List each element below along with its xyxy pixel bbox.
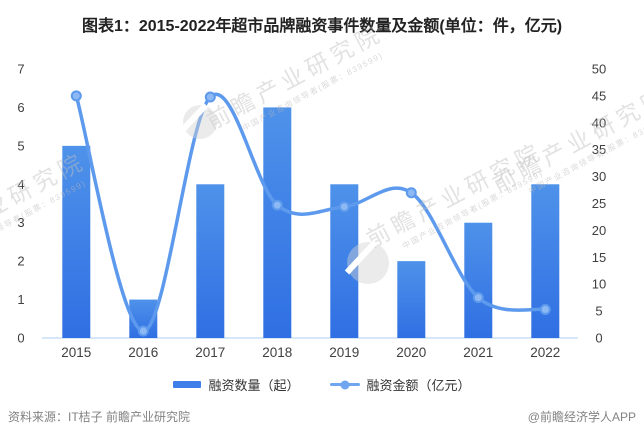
marker-2016[interactable] bbox=[137, 325, 149, 337]
right-axis-tick: 35 bbox=[592, 142, 606, 157]
x-axis-label-2019: 2019 bbox=[329, 345, 359, 360]
bar-2021[interactable] bbox=[464, 222, 493, 338]
line-dot-icon bbox=[340, 380, 349, 389]
bar-2020[interactable] bbox=[397, 261, 426, 338]
x-axis-label-2017: 2017 bbox=[195, 345, 225, 360]
x-axis-label-2015: 2015 bbox=[61, 345, 91, 360]
right-axis-tick: 25 bbox=[592, 196, 606, 211]
marker-2018[interactable] bbox=[271, 199, 283, 211]
left-axis-tick: 3 bbox=[17, 215, 24, 230]
legend-item-line[interactable]: 融资金额（亿元） bbox=[329, 375, 471, 394]
left-axis-tick: 0 bbox=[17, 331, 24, 346]
footer: 资料来源：IT桔子 前瞻产业研究院 @前瞻经济学人APP bbox=[0, 408, 644, 425]
svg-text:前瞻产业研究院: 前瞻产业研究院 bbox=[362, 137, 547, 252]
right-axis-tick: 30 bbox=[592, 169, 606, 184]
marker-2020[interactable] bbox=[405, 187, 417, 199]
bar-2015[interactable] bbox=[62, 145, 91, 338]
left-axis-tick: 4 bbox=[17, 177, 24, 192]
svg-text:前瞻产业研究院: 前瞻产业研究院 bbox=[202, 19, 387, 134]
x-axis-label-2022: 2022 bbox=[530, 345, 560, 360]
right-axis-tick: 20 bbox=[592, 223, 606, 238]
chart-title: 图表1：2015-2022年超市品牌融资事件数量及金额(单位：件，亿元) bbox=[81, 18, 563, 35]
legend: 融资数量（起） 融资金额（亿元） bbox=[0, 375, 644, 394]
left-axis-tick: 1 bbox=[17, 292, 24, 307]
x-axis-label-2018: 2018 bbox=[262, 345, 292, 360]
marker-2017[interactable] bbox=[204, 91, 216, 103]
credit-text: @前瞻经济学人APP bbox=[527, 410, 636, 424]
right-axis-tick: 15 bbox=[592, 250, 606, 265]
marker-2022[interactable] bbox=[539, 303, 551, 315]
left-axis-tick: 5 bbox=[17, 138, 24, 153]
left-axis-tick: 7 bbox=[17, 62, 24, 77]
right-axis-tick: 5 bbox=[595, 304, 602, 319]
left-axis-tick: 2 bbox=[17, 254, 24, 269]
legend-bar-label: 融资数量（起） bbox=[208, 378, 300, 393]
bar-swatch-icon bbox=[173, 381, 202, 388]
legend-line-label: 融资金额（亿元） bbox=[366, 378, 471, 393]
bar-2018[interactable] bbox=[263, 107, 292, 338]
left-axis-tick: 6 bbox=[17, 100, 24, 115]
x-axis-label-2021: 2021 bbox=[463, 345, 493, 360]
bar-2017[interactable] bbox=[196, 184, 225, 338]
right-axis-tick: 45 bbox=[592, 88, 606, 103]
right-axis-tick: 0 bbox=[595, 331, 602, 346]
right-axis-tick: 40 bbox=[592, 115, 606, 130]
marker-2021[interactable] bbox=[472, 292, 484, 304]
marker-2019[interactable] bbox=[338, 201, 350, 213]
watermark-logo-icon bbox=[344, 239, 389, 284]
source-text: 资料来源：IT桔子 前瞻产业研究院 bbox=[8, 410, 190, 424]
x-axis-label-2020: 2020 bbox=[396, 345, 426, 360]
right-axis-tick: 50 bbox=[592, 62, 606, 77]
x-axis-label-2016: 2016 bbox=[128, 345, 158, 360]
right-axis-tick: 10 bbox=[592, 277, 606, 292]
legend-item-bars[interactable]: 融资数量（起） bbox=[173, 375, 300, 394]
watermark-logo-icon bbox=[180, 102, 217, 139]
line-swatch-icon bbox=[329, 380, 360, 389]
marker-2015[interactable] bbox=[70, 90, 82, 102]
